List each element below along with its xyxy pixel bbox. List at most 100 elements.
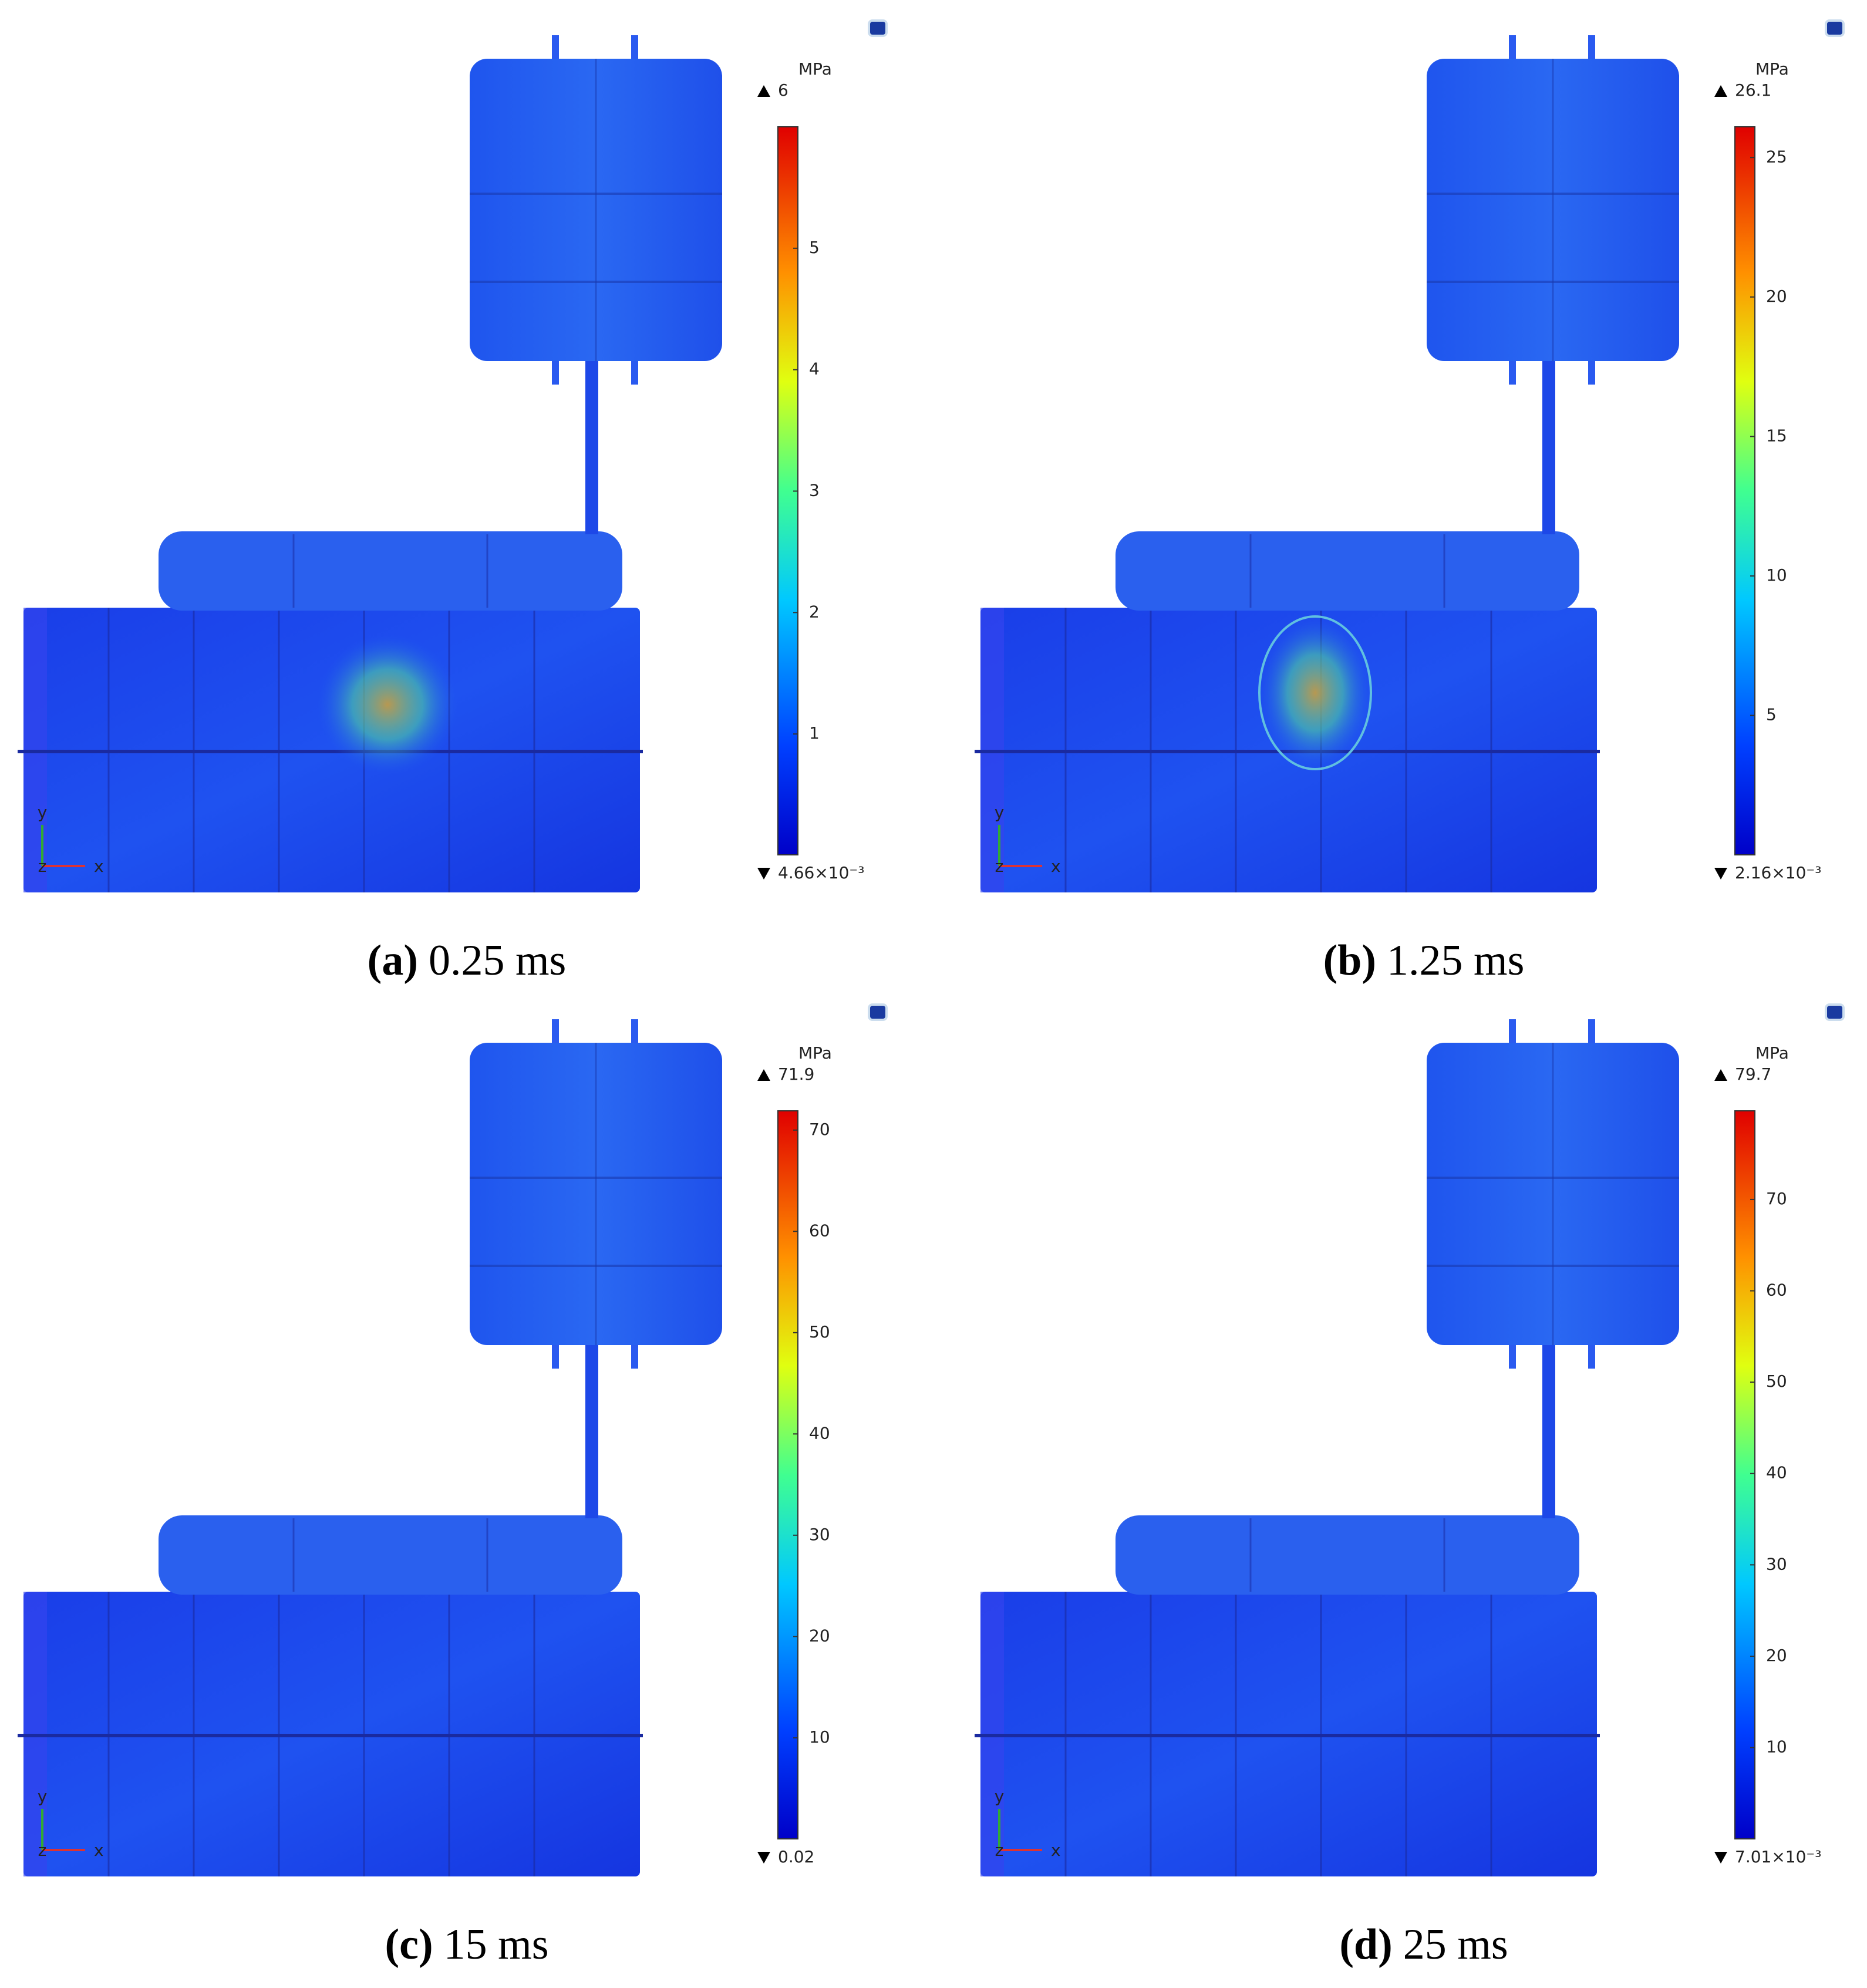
axis-label: y (995, 1787, 1005, 1806)
colorbar (1734, 1110, 1755, 1839)
colorbar-tick-label: 70 (1766, 1189, 1787, 1208)
colorbar-tick-label: 30 (809, 1525, 830, 1544)
axis-label: y (38, 803, 48, 822)
colorbar-min: 0.02 (778, 1847, 814, 1866)
colorbar-unit: MPa (798, 1043, 832, 1063)
colorbar-tick-label: 5 (1766, 705, 1777, 725)
min-marker (757, 1852, 770, 1864)
colorbar-tick-label: 10 (1766, 565, 1787, 585)
stress-spot (317, 634, 458, 775)
colorbar-tick-label: 3 (809, 480, 820, 500)
caption: (a) 0.25 ms (368, 936, 567, 985)
logo-icon (868, 1003, 888, 1021)
max-marker (1714, 1069, 1727, 1081)
colorbar-tick-label: 2 (809, 602, 820, 621)
colorbar-tick-label: 15 (1766, 426, 1787, 445)
caption: (c) 15 ms (385, 1920, 549, 1969)
colorbar-tick-label: 40 (809, 1423, 830, 1443)
colorbar-max: 71.9 (778, 1064, 814, 1084)
lug (631, 1345, 638, 1369)
axis-label: x (94, 1841, 104, 1860)
max-marker (757, 85, 770, 97)
top-box (159, 1515, 622, 1595)
top-box (1116, 1515, 1579, 1595)
lug (1588, 35, 1595, 59)
caption-text: 15 ms (444, 1920, 549, 1969)
axis-label: z (38, 1841, 47, 1860)
top-box (159, 531, 622, 611)
lug (552, 361, 559, 385)
lug (631, 361, 638, 385)
colorbar-max: 79.7 (1735, 1064, 1771, 1084)
axis-label: z (38, 857, 47, 876)
lug (1509, 361, 1516, 385)
colorbar-tick-label: 25 (1766, 147, 1787, 166)
lug (552, 35, 559, 59)
caption: (d) 25 ms (1339, 1920, 1508, 1969)
colorbar-tick-label: 20 (1766, 1646, 1787, 1665)
lug (1588, 361, 1595, 385)
colorbar-unit: MPa (1755, 1043, 1789, 1063)
top-box (1116, 531, 1579, 611)
colorbar-tick-label: 70 (809, 1120, 830, 1139)
axis-label: y (38, 1787, 48, 1806)
min-marker (1714, 868, 1727, 880)
lug (1509, 35, 1516, 59)
colorbar (777, 1110, 798, 1839)
min-marker (1714, 1852, 1727, 1864)
axis-label: z (995, 1841, 1004, 1860)
lug (1588, 1019, 1595, 1043)
axis-label: x (1051, 857, 1061, 876)
lug (631, 1019, 638, 1043)
colorbar-unit: MPa (798, 59, 832, 79)
caption-label: (b) (1323, 936, 1376, 985)
stress-spot (1258, 615, 1372, 770)
colorbar-tick-label: 30 (1766, 1554, 1787, 1573)
colorbar-tick-label: 40 (1766, 1463, 1787, 1482)
caption-text: 0.25 ms (429, 936, 566, 985)
max-marker (1714, 85, 1727, 97)
panel: y x z MPa 6 4.66×10⁻³ 1 2 3 4 5 (a) 0.25 ms (18, 19, 888, 985)
max-marker (757, 1069, 770, 1081)
axis-label: y (995, 803, 1005, 822)
colorbar-tick-label: 60 (1766, 1281, 1787, 1300)
lug (1588, 1345, 1595, 1369)
lug (552, 1345, 559, 1369)
pipe (585, 1342, 598, 1518)
colorbar-min: 2.16×10⁻³ (1735, 863, 1821, 882)
logo-icon (1825, 19, 1845, 37)
axis-label: x (1051, 1841, 1061, 1860)
pipe (585, 358, 598, 534)
colorbar-tick-label: 50 (1766, 1372, 1787, 1391)
logo-icon (868, 19, 888, 37)
axis-label: z (995, 857, 1004, 876)
colorbar-max: 6 (778, 80, 788, 100)
colorbar-tick-label: 20 (809, 1626, 830, 1645)
colorbar-tick-label: 5 (809, 238, 820, 257)
lug (1509, 1019, 1516, 1043)
caption-text: 1.25 ms (1387, 936, 1524, 985)
colorbar-min: 7.01×10⁻³ (1735, 1847, 1821, 1866)
colorbar-tick-label: 20 (1766, 287, 1787, 306)
caption-label: (a) (368, 936, 418, 985)
caption: (b) 1.25 ms (1323, 936, 1525, 985)
caption-text: 25 ms (1403, 1920, 1508, 1969)
colorbar-tick-label: 1 (809, 723, 820, 743)
pipe (1542, 1342, 1555, 1518)
colorbar-min: 4.66×10⁻³ (778, 863, 864, 882)
colorbar-tick-label: 50 (809, 1322, 830, 1342)
pipe (1542, 358, 1555, 534)
lug (552, 1019, 559, 1043)
colorbar (1734, 126, 1755, 855)
colorbar-tick-label: 10 (809, 1727, 830, 1747)
axis-label: x (94, 857, 104, 876)
colorbar-tick-label: 60 (809, 1221, 830, 1240)
colorbar-unit: MPa (1755, 59, 1789, 79)
colorbar-tick-label: 10 (1766, 1737, 1787, 1757)
caption-label: (c) (385, 1920, 433, 1969)
logo-icon (1825, 1003, 1845, 1021)
lug (1509, 1345, 1516, 1369)
